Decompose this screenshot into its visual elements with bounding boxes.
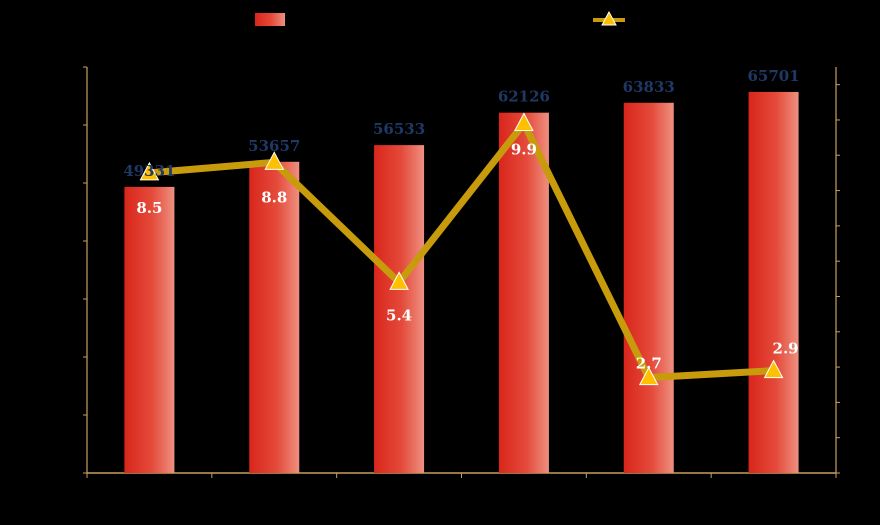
line-series — [139, 112, 784, 386]
legend-bar-swatch — [255, 13, 285, 26]
bar-value-label: 65701 — [747, 67, 799, 85]
bar — [124, 186, 175, 474]
line-value-label: 5.4 — [386, 306, 412, 324]
legend — [255, 10, 625, 26]
line-point-marker — [514, 112, 534, 131]
bar — [374, 145, 425, 474]
axes — [83, 66, 840, 478]
bar — [748, 91, 799, 473]
bar-series — [124, 91, 799, 474]
bar-value-label: 62126 — [498, 88, 550, 106]
line-value-label: 8.5 — [136, 199, 162, 217]
data-labels: 49331 53657 56533 62126 63833 65701 8.5 8.8 5.4 9… — [123, 67, 799, 373]
line-value-label: 2.9 — [773, 340, 799, 358]
legend-triangle-marker — [601, 10, 617, 26]
bar-value-label: 49331 — [123, 162, 175, 180]
line-value-label: 2.7 — [636, 355, 662, 373]
line-path — [149, 116, 774, 382]
line-value-label: 9.9 — [511, 140, 537, 158]
line-value-label: 8.8 — [261, 188, 287, 206]
bar — [498, 112, 549, 474]
line-point-marker — [763, 359, 784, 379]
bar-value-label: 63833 — [623, 78, 675, 96]
line-point-marker — [264, 151, 285, 170]
line-point-marker — [139, 161, 160, 181]
bar-value-label: 56533 — [373, 120, 425, 138]
bar — [249, 161, 300, 473]
line-point-marker — [638, 366, 659, 386]
bar — [623, 102, 674, 473]
line-point-marker — [389, 271, 409, 290]
bar-value-label: 53657 — [248, 137, 300, 155]
